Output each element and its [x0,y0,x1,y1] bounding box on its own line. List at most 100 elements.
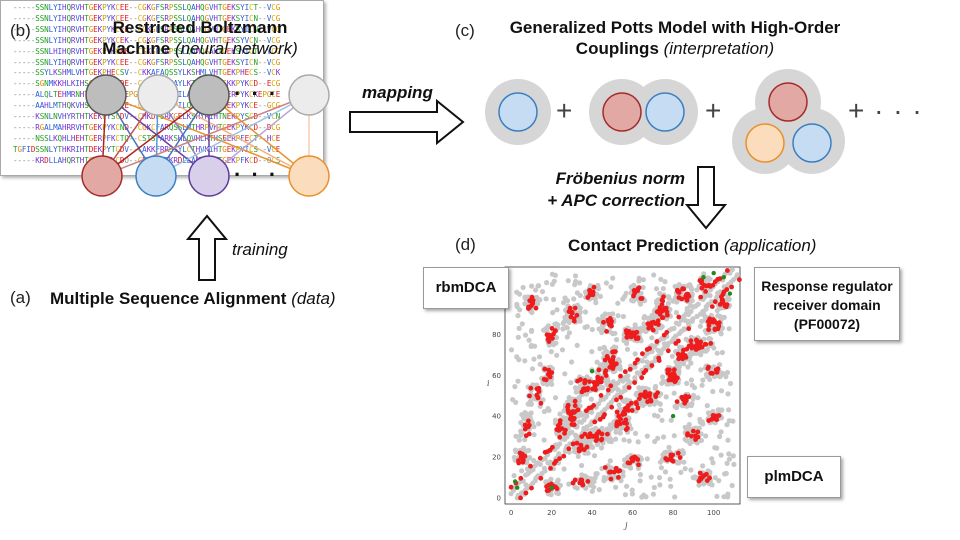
contact-point-red [582,431,588,437]
mapping-arrow-icon [349,98,465,146]
contact-point-red [654,339,660,344]
contact-point-red [537,455,543,461]
contact-point-red [627,460,633,466]
contact-point-red [568,314,574,320]
contact-point-grey [561,300,567,306]
contact-point-grey [601,474,607,481]
contact-point-grey [648,474,654,480]
contact-point-grey [601,350,607,356]
contact-point-grey [616,402,622,408]
contact-point-red [710,371,715,376]
contact-point-red [668,373,674,378]
contact-point-grey [536,354,543,360]
contact-point-grey [719,349,726,356]
contact-point-red [578,377,583,382]
contact-point-red [724,287,730,292]
contact-point-grey [714,493,720,499]
contact-point-grey [668,417,674,423]
contact-point-grey [552,395,559,401]
contact-point-grey [660,434,667,440]
contact-point-grey [723,374,729,380]
contact-point-grey [523,482,529,488]
contact-point-grey [623,397,629,403]
contact-point-red [550,336,555,341]
contact-point-red [634,401,639,407]
contact-point-red [653,394,659,399]
contact-point-grey [615,387,621,393]
contact-point-red [585,387,590,393]
contact-point-grey [712,475,718,481]
contact-point-grey [536,421,542,427]
contact-point-grey [724,422,730,428]
contact-point-grey [551,278,557,284]
frobenius-line1: Fröbenius norm [555,169,685,188]
contact-point-red [697,470,703,476]
contact-point-grey [707,336,713,342]
contact-point-red [712,299,718,305]
contact-point-grey [608,439,615,445]
contact-point-grey [640,284,646,291]
contact-point-red [629,408,635,413]
contact-point-grey [624,340,630,347]
contact-point-red [605,431,610,437]
contact-point-grey [551,342,557,348]
contact-point-red [648,324,654,330]
contact-point-grey [687,412,693,418]
contact-point-grey [661,341,668,347]
contact-point-grey [640,277,647,283]
contact-point-red [669,457,674,463]
contact-point-grey [555,322,561,328]
contact-point-grey [640,385,646,391]
contact-point-grey [699,318,705,324]
contact-point-grey [544,381,550,387]
contact-point-grey [701,271,707,277]
panel-a-label: (a) [10,288,31,307]
contact-point-grey [529,327,535,333]
contact-point-grey [588,409,595,415]
contact-point-red [665,367,671,373]
contact-point-grey [666,444,672,450]
contact-point-grey [666,294,672,300]
contact-point-green [512,479,518,484]
y-tick-label: 60 [492,372,501,380]
contact-point-grey [595,316,601,322]
contact-point-red [599,437,604,443]
contact-point-grey [531,457,537,464]
contact-point-red [528,385,534,391]
contact-point-grey [669,338,675,344]
contact-point-red [635,357,640,363]
contact-point-red [572,398,578,404]
contact-point-grey [554,490,560,496]
contact-point-green [727,291,733,296]
contact-point-red [594,381,600,387]
contact-point-grey [671,325,677,331]
potts-single-term [485,79,551,145]
contact-point-grey [615,300,621,306]
contact-point-red [606,319,611,325]
contact-point-grey [639,401,645,407]
contact-point-red [688,338,694,344]
contact-point-red [717,276,723,281]
contact-point-grey [722,471,728,477]
contact-point-red [714,369,720,375]
contact-point-green [721,275,726,280]
contact-point-grey [660,286,666,292]
contact-point-red [697,342,702,347]
contact-point-grey [727,380,734,387]
contact-point-grey [662,469,669,475]
hidden-node-3 [188,74,230,116]
contact-point-grey [582,309,589,315]
contact-point-red [698,294,704,300]
contact-point-red [608,476,614,482]
contact-point-grey [729,482,735,489]
contact-point-grey [529,283,535,289]
contact-point-red [523,490,529,496]
contact-point-red [647,346,652,351]
contact-point-grey [695,395,701,401]
contact-point-red [569,417,575,423]
contact-point-red [598,393,604,398]
contact-point-grey [688,350,694,356]
contact-point-grey [632,364,638,370]
contact-point-grey [592,475,598,481]
contact-point-green [701,275,706,280]
